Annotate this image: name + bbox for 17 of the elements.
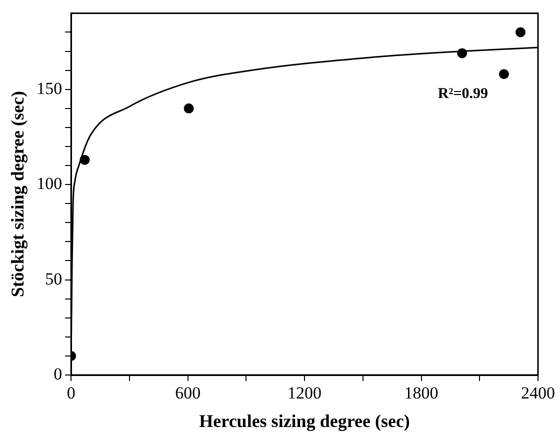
x-axis-title: Hercules sizing degree (sec) [199,410,410,431]
annotation: R²=0.99 [438,86,488,102]
point [515,27,526,38]
x-tick-label: 0 [66,384,76,403]
y-tick-label: 0 [54,364,62,384]
point [80,154,90,165]
x-tick-label: 1800 [404,384,438,403]
x-tick-label: 600 [175,384,201,403]
point [498,69,509,80]
y-axis-title: Stöckigt sizing degree (sec) [7,91,28,298]
y-tick-label: 50 [45,269,62,288]
y-tick-label: 100 [36,174,62,194]
point [457,48,468,58]
x-tick-label: 1200 [288,384,322,403]
x-tick-label: 2400 [521,384,555,403]
point [184,103,194,114]
y-tick-label: 150 [36,78,62,98]
